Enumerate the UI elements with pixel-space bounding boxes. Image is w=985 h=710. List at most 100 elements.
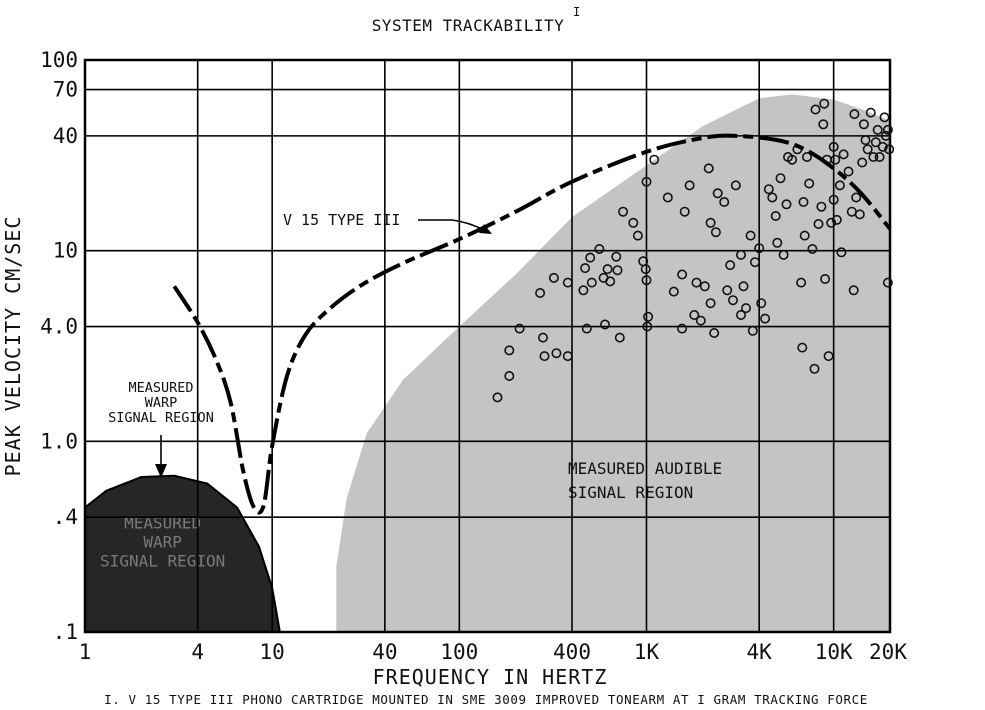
y-tick-label: 1.0 <box>40 429 78 453</box>
scatter-point <box>599 319 610 330</box>
scatter-point <box>796 277 807 288</box>
scatter-point <box>813 219 824 230</box>
scatter-point <box>738 281 749 292</box>
y-tick-label: 10 <box>53 239 78 263</box>
warp-region-inner-label-line: SIGNAL REGION <box>100 551 225 570</box>
scatter-point <box>705 217 716 228</box>
scatter-point <box>860 135 871 146</box>
scatter-point <box>767 192 778 203</box>
scatter-point <box>689 309 700 320</box>
scatter-point <box>816 201 827 212</box>
scatter-point <box>843 166 854 177</box>
scatter-point <box>857 157 868 168</box>
scatter-point <box>492 392 503 403</box>
y-tick-label: .4 <box>53 505 78 529</box>
scatter-point <box>730 180 741 191</box>
scatter-point <box>679 206 690 217</box>
scatter-point <box>548 272 559 283</box>
scatter-point <box>797 342 808 353</box>
x-tick-label: 400 <box>553 640 591 664</box>
scatter-point <box>618 206 629 217</box>
scatter-point <box>870 137 881 148</box>
scatter-point <box>809 363 820 374</box>
region-warp <box>84 474 282 633</box>
x-tick-label: 100 <box>440 640 478 664</box>
scatter-point <box>722 285 733 296</box>
warp-annotation-line: MEASURED <box>128 380 193 396</box>
scatter-point <box>877 141 888 152</box>
scatter-point <box>880 130 891 141</box>
scatter-point <box>778 249 789 260</box>
scatter-point <box>580 263 591 274</box>
curve-annotation-leader <box>418 219 485 231</box>
scatter-point <box>872 124 883 135</box>
scatter-point <box>749 257 760 268</box>
scatter-point <box>836 247 847 258</box>
x-tick-label: 1K <box>634 640 660 664</box>
warp-region-inner-label-line: MEASURED <box>124 513 201 532</box>
scatter-point <box>614 332 625 343</box>
scatter-point <box>581 323 592 334</box>
x-tick-label: 10 <box>260 640 285 664</box>
scatter-point <box>801 152 812 163</box>
scatter-point <box>747 325 758 336</box>
scatter-point <box>695 315 706 326</box>
warp-annotation-line: SIGNAL REGION <box>108 410 214 426</box>
scatter-point <box>677 323 688 334</box>
footnote: I. V 15 TYPE III PHONO CARTRIDGE MOUNTED… <box>104 692 868 707</box>
y-tick-label: 70 <box>53 78 78 102</box>
scatter-point <box>828 194 839 205</box>
scatter-point <box>851 192 862 203</box>
chart-title: SYSTEM TRACKABILITY <box>372 16 565 35</box>
scatter-point <box>770 211 781 222</box>
scatter-point <box>562 277 573 288</box>
scatter-point <box>578 285 589 296</box>
scatter-point <box>504 370 515 381</box>
scatter-point <box>562 351 573 362</box>
scatter-point <box>712 188 723 199</box>
scatter-point <box>760 313 771 324</box>
trackability-curve-layer <box>172 133 892 515</box>
scatter-point <box>611 251 622 262</box>
scatter-point <box>772 237 783 248</box>
x-tick-label: 20K <box>869 640 907 664</box>
scatter-point <box>763 184 774 195</box>
scatter-point <box>868 152 879 163</box>
scatter-point <box>823 351 834 362</box>
scatter-point <box>735 309 746 320</box>
scatter-point <box>828 141 839 152</box>
scatter-point <box>787 154 798 165</box>
scatter-point <box>834 180 845 191</box>
x-tick-label: 4 <box>191 640 204 664</box>
scatter-point <box>819 98 830 109</box>
labels-layer: SYSTEM TRACKABILITY I FREQUENCY IN HERTZ… <box>1 5 868 707</box>
scatter-points <box>492 98 895 403</box>
scatter-point <box>884 144 895 155</box>
scatter-point <box>537 332 548 343</box>
y-tick-label: .1 <box>53 620 78 644</box>
scatter-point <box>643 311 654 322</box>
curve-annotation-arrowhead <box>479 224 492 234</box>
scatter-point <box>862 144 873 155</box>
scatter-point <box>628 217 639 228</box>
grid-layer: 1 4 10 40 100 400 1K 4K 10K 20K .1 .4 1.0 4.0 10 40 70 10… <box>40 48 907 664</box>
scatter-point <box>838 149 849 160</box>
scatter-point <box>640 264 651 275</box>
scatter-point <box>594 244 605 255</box>
scatter-point <box>754 243 765 254</box>
y-tick-label: 4.0 <box>40 315 78 339</box>
scatter-point <box>879 112 890 123</box>
scatter-point <box>725 260 736 271</box>
audible-region-label-line: SIGNAL REGION <box>568 483 693 502</box>
scatter-point <box>677 269 688 280</box>
scatter-point <box>703 163 714 174</box>
scatter-point <box>632 230 643 241</box>
scatter-point <box>798 197 809 208</box>
scatter-point <box>849 109 860 120</box>
scatter-point <box>807 244 818 255</box>
audible-region-label-line: MEASURED AUDIBLE <box>568 459 722 478</box>
scatter-point <box>641 176 652 187</box>
scatter-point <box>551 348 562 359</box>
